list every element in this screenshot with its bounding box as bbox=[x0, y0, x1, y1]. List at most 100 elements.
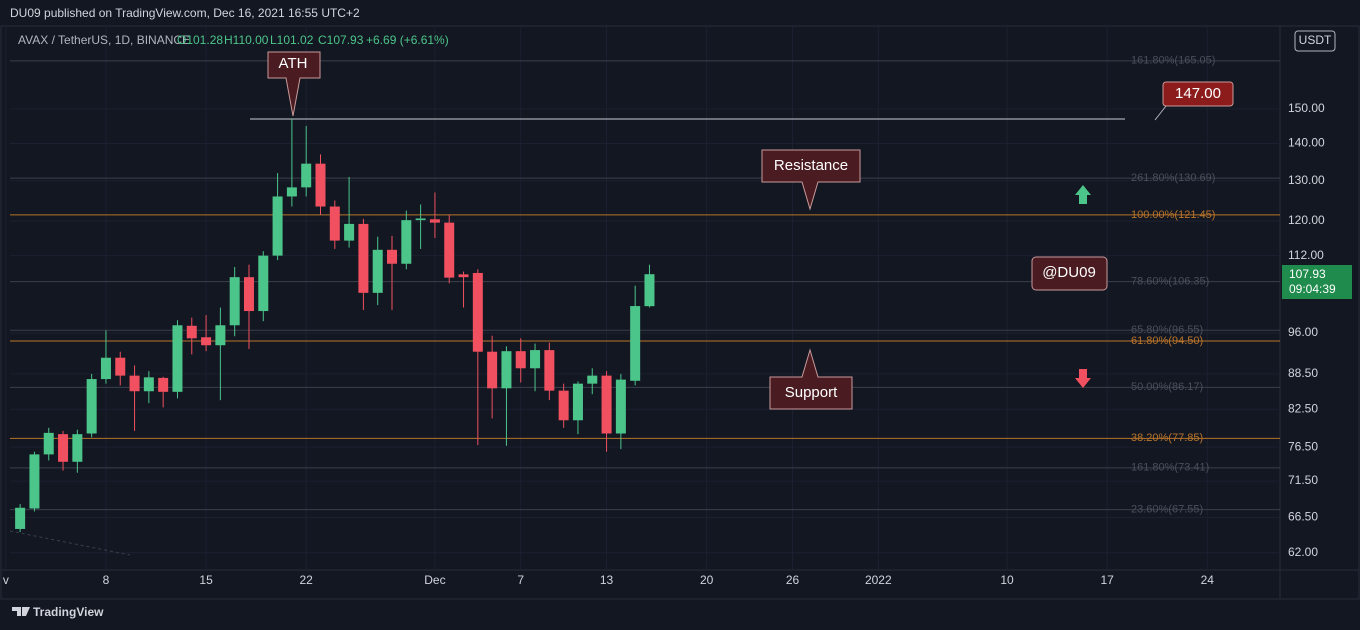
fib-label: 50.00%(86.17) bbox=[1131, 381, 1203, 393]
price-note-box bbox=[1162, 81, 1234, 107]
legend-high: H110.00 bbox=[224, 33, 269, 47]
candle-body bbox=[72, 434, 83, 462]
x-tick-label: 8 bbox=[103, 573, 110, 587]
x-tick-label: 15 bbox=[199, 573, 213, 587]
candle-body bbox=[458, 274, 469, 278]
x-tick-label: 17 bbox=[1100, 573, 1114, 587]
annotation: Resistance bbox=[774, 157, 848, 174]
candle-body bbox=[201, 337, 212, 346]
candle-body bbox=[301, 163, 312, 188]
y-tick-label: 62.00 bbox=[1288, 545, 1318, 559]
legend-symbol: AVAX / TetherUS, 1D, BINANCE bbox=[18, 33, 190, 47]
legend-change: +6.69 (+6.61%) bbox=[366, 33, 449, 47]
candle-body bbox=[143, 377, 154, 392]
candle-body bbox=[487, 351, 498, 389]
candle-body bbox=[472, 272, 483, 352]
y-tick-label: 130.00 bbox=[1288, 173, 1325, 187]
fib-label: 161.80%(165.05) bbox=[1131, 55, 1215, 67]
candle-body bbox=[501, 351, 512, 389]
candle-body bbox=[100, 357, 111, 380]
candle-body bbox=[572, 383, 583, 421]
y-tick-label: 140.00 bbox=[1288, 136, 1325, 150]
candle-body bbox=[601, 375, 612, 434]
candle-body bbox=[286, 187, 297, 197]
legend-close: C107.93 bbox=[318, 33, 364, 47]
candle-body bbox=[329, 206, 340, 241]
candle-body bbox=[615, 379, 626, 434]
candle-body bbox=[444, 222, 455, 278]
candle-body bbox=[129, 375, 140, 392]
candle-body bbox=[158, 377, 169, 392]
x-tick-label: Dec bbox=[424, 573, 445, 587]
x-tick-label: 20 bbox=[700, 573, 714, 587]
legend-open: O101.28 bbox=[177, 33, 223, 47]
candle-body bbox=[186, 325, 197, 339]
down-arrow bbox=[1075, 369, 1091, 388]
footer-logo bbox=[12, 607, 30, 616]
fib-label: 65.80%(96.55) bbox=[1131, 324, 1203, 336]
price-note: 147.00 bbox=[1175, 85, 1221, 102]
legend-low: L101.02 bbox=[270, 33, 314, 47]
candle-body bbox=[544, 350, 555, 391]
header: DU09 published on TradingView.com, Dec 1… bbox=[10, 6, 360, 20]
y-tick-label: 76.50 bbox=[1288, 439, 1318, 453]
x-tick-label: 24 bbox=[1201, 573, 1215, 587]
countdown: 09:04:39 bbox=[1289, 282, 1336, 296]
resistance-callout bbox=[761, 149, 861, 211]
author-box bbox=[1031, 256, 1108, 291]
annotation: ATH bbox=[279, 55, 308, 72]
candle-body bbox=[215, 325, 226, 346]
trend-line bbox=[9, 530, 131, 556]
candle-body bbox=[58, 434, 69, 462]
price-note-pointer bbox=[1154, 105, 1167, 121]
candle-body bbox=[358, 223, 369, 293]
x-tick-label: 26 bbox=[786, 573, 800, 587]
candle-body bbox=[429, 219, 440, 223]
annotation: Support bbox=[785, 384, 838, 401]
fib-label: 161.80%(73.41) bbox=[1131, 462, 1209, 474]
candle-body bbox=[387, 249, 398, 264]
y-tick-label: 71.50 bbox=[1288, 473, 1318, 487]
candle-body bbox=[229, 277, 240, 326]
candle-body bbox=[43, 432, 54, 455]
candle-body bbox=[515, 351, 526, 369]
fib-label: 61.80%(94.50) bbox=[1131, 335, 1203, 347]
candle-body bbox=[315, 163, 326, 207]
candle-body bbox=[172, 325, 183, 392]
candle-body bbox=[558, 390, 569, 421]
up-arrow bbox=[1075, 185, 1091, 204]
y-tick-label: 96.00 bbox=[1288, 325, 1318, 339]
footer: TradingView bbox=[33, 605, 104, 619]
candle-body bbox=[243, 277, 254, 312]
x-tick-label: v bbox=[3, 573, 9, 587]
fib-label: 261.80%(130.69) bbox=[1131, 172, 1215, 184]
y-tick-label: 82.50 bbox=[1288, 401, 1318, 415]
candle-body bbox=[86, 379, 97, 434]
candle-body bbox=[258, 255, 269, 312]
fib-label: 38.20%(77.85) bbox=[1131, 432, 1203, 444]
candle-body bbox=[530, 350, 541, 369]
candle-body bbox=[372, 249, 383, 293]
y-tick-label: 120.00 bbox=[1288, 213, 1325, 227]
x-tick-label: 22 bbox=[300, 573, 314, 587]
x-tick-label: 10 bbox=[1000, 573, 1014, 587]
y-tick-label: 88.50 bbox=[1288, 366, 1318, 380]
fib-label: 100.00%(121.45) bbox=[1131, 209, 1215, 221]
candle-body bbox=[15, 507, 26, 529]
currency: USDT bbox=[1299, 33, 1332, 47]
ath-callout bbox=[267, 51, 321, 117]
candle-body bbox=[644, 274, 655, 307]
candle-body bbox=[415, 218, 426, 221]
fib-label: 78.60%(106.35) bbox=[1131, 276, 1209, 288]
candle-body bbox=[29, 454, 40, 509]
candle-body bbox=[115, 357, 126, 376]
frame bbox=[0, 25, 1360, 600]
y-tick-label: 66.50 bbox=[1288, 510, 1318, 524]
candle-body bbox=[401, 220, 412, 264]
x-tick-label: 13 bbox=[600, 573, 614, 587]
y-tick-label: 150.00 bbox=[1288, 101, 1325, 115]
currency-box bbox=[1294, 30, 1336, 52]
y-tick-label: 112.00 bbox=[1288, 248, 1324, 262]
